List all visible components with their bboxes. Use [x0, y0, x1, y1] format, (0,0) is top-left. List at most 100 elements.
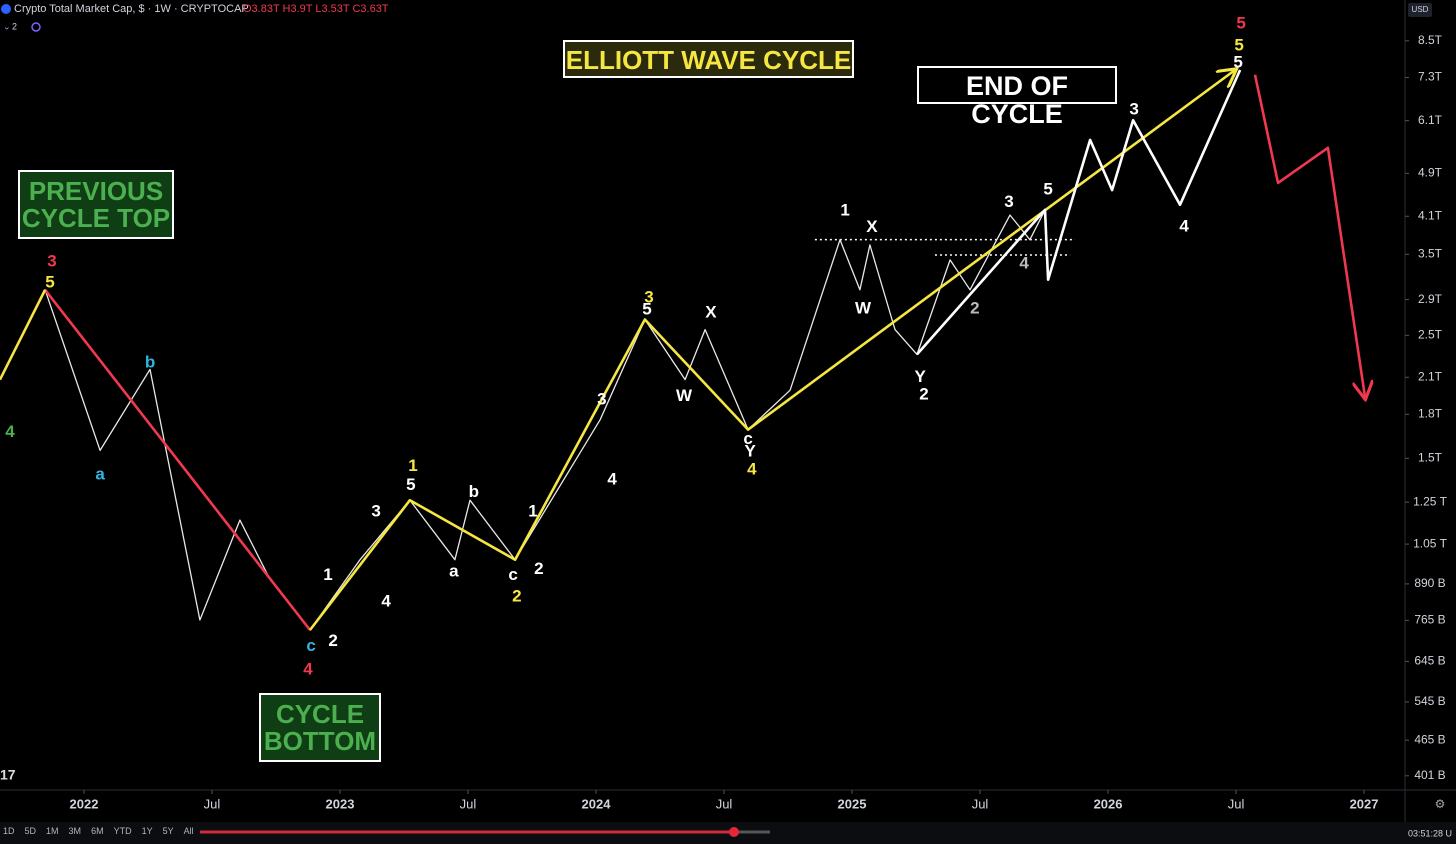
wave-label: 2 — [328, 631, 337, 650]
y-tick-label: 8.5T — [1418, 33, 1443, 47]
price-scale — [1405, 0, 1456, 822]
range-button[interactable]: 1M — [46, 826, 59, 836]
y-tick-label: 1.25 T — [1413, 494, 1447, 508]
wave-label: W — [855, 298, 872, 317]
currency: USD — [1412, 5, 1429, 14]
wave-label: 4 — [1179, 217, 1189, 236]
wave-line — [1253, 74, 1365, 398]
y-tick-label: 2.5T — [1418, 327, 1443, 341]
symbol: Crypto Total Market Cap, $ · 1W · CRYPTO… — [14, 3, 249, 15]
wave-label: 2 — [512, 586, 521, 605]
y-tick-label: 6.1T — [1418, 113, 1443, 127]
x-tick-label: Jul — [204, 796, 221, 811]
y-tick-label: 7.3T — [1418, 70, 1443, 84]
range-button[interactable]: 3M — [68, 826, 82, 836]
wave-line — [0, 289, 47, 381]
wave-label: Y — [744, 441, 756, 460]
wave-label: 5 — [642, 299, 651, 318]
wave-label: c — [508, 565, 517, 584]
y-tick-label: 1.5T — [1418, 450, 1443, 464]
x-tick-label: 2022 — [70, 796, 99, 811]
wave-label: 1 — [528, 501, 537, 520]
wave-label: 2 — [534, 559, 543, 578]
x-tick-label: 2026 — [1094, 796, 1123, 811]
range-button[interactable]: 1D — [3, 826, 15, 836]
wave-label: c — [743, 429, 752, 448]
y-tick-label: 3.5T — [1418, 247, 1443, 261]
settings-icon[interactable]: ⚙ — [1435, 797, 1446, 811]
wave-label: 5 — [1236, 13, 1245, 32]
range-button[interactable]: 1Y — [141, 826, 153, 836]
bottom-box: CYCLE BOTTOM — [259, 693, 381, 762]
chevron: ⌄ — [3, 21, 11, 31]
x-tick-label: Jul — [972, 796, 989, 811]
wave-label: 4 — [5, 422, 15, 441]
y-tick-label: 1.05 T — [1413, 536, 1447, 550]
wave-label: b — [469, 482, 479, 501]
y-tick-label: 4.1T — [1418, 208, 1443, 222]
wave-line — [44, 289, 312, 631]
wave-line — [916, 69, 1242, 356]
wave-label: 3 — [1004, 192, 1013, 211]
clock: 03:51:28 U — [1408, 828, 1452, 838]
y-tick-label: 465 B — [1414, 732, 1445, 746]
wave-line — [308, 70, 1235, 631]
currency-badge[interactable] — [1408, 3, 1432, 17]
wave-label: 5 — [406, 475, 415, 494]
replay-handle[interactable] — [729, 827, 739, 837]
y-tick-label: 765 B — [1414, 612, 1445, 626]
x-tick-label: 2027 — [1350, 796, 1379, 811]
y-tick-label: 401 B — [1414, 768, 1445, 782]
y-tick-label: 2.1T — [1418, 369, 1443, 383]
y-tick-label: 4.9T — [1418, 166, 1443, 180]
wave-label: Y — [914, 367, 926, 386]
ohlc: O3.83T H3.9T L3.53T C3.63T — [243, 3, 389, 15]
tv-logo: 17 — [0, 767, 16, 783]
x-tick-label: Jul — [716, 796, 733, 811]
range-button[interactable]: All — [183, 826, 194, 836]
wave-label: 1 — [323, 565, 332, 584]
title-box: ELLIOTT WAVE CYCLE — [563, 40, 854, 78]
wave-label: 3 — [47, 252, 56, 271]
wave-label: X — [705, 303, 717, 322]
end-box: END OF CYCLE — [917, 66, 1117, 129]
x-tick-label: 2024 — [582, 796, 612, 811]
previous-top-box: PREVIOUS CYCLE TOP — [18, 170, 174, 239]
wave-label: 4 — [747, 459, 757, 478]
y-tick-label: 645 B — [1414, 654, 1445, 668]
wave-label: 1 — [840, 201, 849, 220]
wave-label: W — [676, 386, 693, 405]
wave-label: 4 — [303, 660, 313, 679]
wave-label: 4 — [1019, 254, 1029, 273]
wave-label: b — [145, 352, 155, 371]
wave-label: 5 — [1234, 35, 1243, 54]
wave-label: 3 — [1129, 99, 1138, 118]
wave-label: 4 — [607, 470, 617, 489]
price-line — [0, 209, 1046, 631]
wave-label: 2 — [919, 385, 928, 404]
range-button[interactable]: 5D — [24, 826, 37, 836]
wave-label: X — [866, 217, 878, 236]
wave-label: c — [306, 636, 315, 655]
indicator-count: 2 — [12, 21, 17, 31]
wave-label: 5 — [45, 272, 54, 291]
wave-label: a — [95, 464, 105, 483]
wave-label: 3 — [371, 501, 380, 520]
wave-label: 5 — [1233, 53, 1242, 72]
x-tick-label: 2023 — [326, 796, 355, 811]
y-tick-label: 890 B — [1414, 576, 1445, 590]
range-buttons: 1D 5D 1M 3M 6M YTD 1Y 5Y All — [3, 826, 194, 836]
y-tick-label: 545 B — [1414, 694, 1445, 708]
range-button[interactable]: YTD — [113, 826, 132, 836]
y-tick-label: 1.8T — [1418, 407, 1443, 421]
wave-label: 1 — [408, 456, 417, 475]
range-button[interactable]: 6M — [91, 826, 104, 836]
wave-label: 4 — [381, 591, 391, 610]
range-button[interactable]: 5Y — [162, 826, 174, 836]
x-tick-label: Jul — [460, 796, 477, 811]
x-tick-label: Jul — [1228, 796, 1245, 811]
wave-label: a — [449, 561, 459, 580]
indicator-icon — [31, 22, 41, 32]
